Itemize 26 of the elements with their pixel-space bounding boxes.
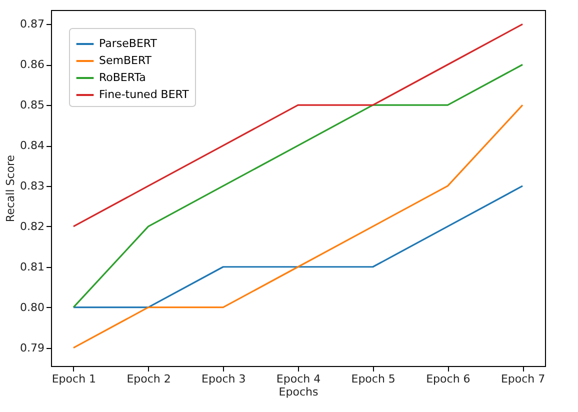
line-series <box>72 185 524 308</box>
x-tick-label: Epoch 5 <box>351 372 396 386</box>
y-axis-title: Recall Score <box>4 154 18 222</box>
legend-label: SemBERT <box>99 54 152 67</box>
x-axis-title: Epochs <box>278 386 318 398</box>
y-tick-label: 0.86 <box>20 58 44 72</box>
x-tick-label: Epoch 1 <box>52 372 96 386</box>
x-tick-label: Epoch 2 <box>126 372 171 386</box>
line-series <box>72 104 524 349</box>
y-tick-label: 0.81 <box>20 260 44 274</box>
y-tick-label: 0.80 <box>20 300 44 314</box>
y-tick-label: 0.84 <box>20 139 44 152</box>
line-series <box>72 23 524 228</box>
x-tick-label: Epoch 4 <box>276 372 321 386</box>
x-tick-label: Epoch 7 <box>500 372 546 386</box>
legend-label: ParseBERT <box>99 37 158 50</box>
y-tick-label: 0.83 <box>20 179 44 192</box>
y-tick-label: 0.87 <box>20 18 44 31</box>
y-tick-label: 0.85 <box>20 98 44 112</box>
legend-label: RoBERTa <box>99 71 146 84</box>
legend-label: Fine-tuned BERT <box>99 88 190 101</box>
x-tick-label: Epoch 3 <box>202 372 246 386</box>
x-tick-label: Epoch 6 <box>426 372 470 386</box>
y-tick-label: 0.82 <box>20 220 44 233</box>
line-series <box>72 64 524 308</box>
y-tick-label: 0.79 <box>20 341 44 354</box>
